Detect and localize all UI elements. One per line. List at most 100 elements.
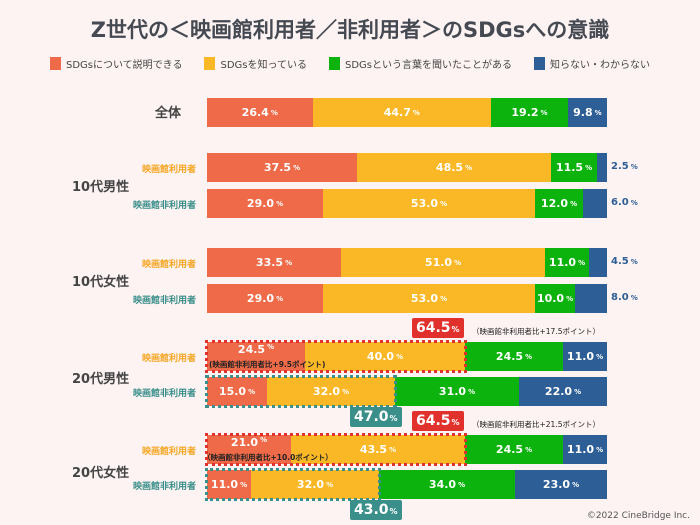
bar-segment: 24.5% <box>465 435 563 464</box>
row-label: 映画館非利用者 <box>132 482 196 492</box>
unit-label: % <box>578 258 586 267</box>
stacked-bar: 29.0% 53.0% 12.0% <box>207 189 607 218</box>
unit-label: % <box>440 294 448 303</box>
unit-label: % <box>389 507 398 516</box>
row-label: 映画館利用者 <box>141 165 196 175</box>
data-label: 34.0 <box>428 478 457 491</box>
row-label: 映画館利用者 <box>141 260 196 270</box>
group-label: 20代女性 <box>72 466 130 481</box>
bar-segment: 12.0% <box>535 189 583 218</box>
first-segment-note: (映画館非利用者比+9.5ポイント) <box>209 360 326 369</box>
unit-label: % <box>525 445 533 454</box>
row-label: 映画館非利用者 <box>132 296 196 306</box>
unit-label: % <box>454 258 462 267</box>
stacked-bar: 15.0% 32.0% 31.0% 22.0% <box>207 377 607 406</box>
legend-item: SDGsという言葉を聞いたことがある <box>329 56 512 71</box>
callout-value: 64.5 <box>416 413 451 429</box>
bar-segment: 23.0% <box>515 470 607 499</box>
data-label: 22.0 <box>544 385 573 398</box>
data-label: 8.0% <box>611 292 638 303</box>
highlight-user <box>205 340 467 373</box>
row-label: 映画館非利用者 <box>132 389 196 399</box>
bar-segment <box>597 153 607 182</box>
data-label: 48.5 <box>435 161 464 174</box>
data-label: 12.0 <box>540 197 569 210</box>
legend-item: 知らない・わからない <box>534 56 650 71</box>
unit-label: % <box>630 294 638 302</box>
bar-segment: 34.0% <box>379 470 515 499</box>
callout-value: 43.0 <box>354 502 389 518</box>
data-label: 23.0 <box>542 478 571 491</box>
bar-segment: 48.5% <box>357 153 551 182</box>
unit-label: % <box>468 387 476 396</box>
bar-segment <box>589 248 607 277</box>
data-label: 32.0 <box>296 478 325 491</box>
unit-label: % <box>276 294 284 303</box>
unit-label: % <box>342 387 350 396</box>
data-label: 15.0 <box>218 385 247 398</box>
bar-segment: 33.5% <box>207 248 341 277</box>
highlight-nonuser <box>205 375 397 408</box>
data-label: 2.5% <box>611 161 638 172</box>
callout-user-total: 64.5% <box>412 411 464 431</box>
first-segment-note: （映画館非利用者比+10.0ポイント） <box>203 453 333 462</box>
legend-label: 知らない・わからない <box>550 60 651 71</box>
legend-swatch <box>329 57 340 70</box>
legend-swatch <box>534 57 546 70</box>
bar-segment: 15.0% <box>207 377 267 406</box>
unit-label: % <box>525 352 533 361</box>
bar-segment: 37.5% <box>207 153 357 182</box>
unit-label: % <box>585 163 593 172</box>
callout-value: 47.0 <box>354 409 389 425</box>
data-label: 29.0 <box>246 292 275 305</box>
stacked-bar: 33.5% 51.0% 11.0% <box>207 248 607 277</box>
unit-label: % <box>389 414 398 423</box>
unit-label: % <box>458 480 466 489</box>
bar-segment: 29.0% <box>207 284 323 313</box>
unit-label: % <box>412 108 420 117</box>
bar-segment: 11.0% <box>563 342 607 371</box>
bar-segment: 24.5% <box>465 342 563 371</box>
data-label: 4.5% <box>611 256 638 267</box>
row-label: 映画館利用者 <box>141 447 196 457</box>
bar-segment: 11.5% <box>551 153 597 182</box>
data-label: 37.5 <box>263 161 292 174</box>
bar-segment: 32.0% <box>267 377 395 406</box>
unit-label: % <box>389 445 397 454</box>
bar-segment: 9.8% <box>567 98 607 127</box>
data-label: 11.5 <box>555 161 584 174</box>
data-label: 11.0 <box>566 443 595 456</box>
bar-segment: 11.0% <box>545 248 589 277</box>
legend: SDGsについて説明できる SDGsを知っている SDGsという言葉を聞いたことがあ… <box>0 56 700 71</box>
bar-segment: 22.0% <box>519 377 607 406</box>
stacked-bar: 37.5% 48.5% 11.5% <box>207 153 607 182</box>
unit-label: % <box>596 352 604 361</box>
data-label: 40.0 <box>366 350 395 363</box>
legend-label: SDGsを知っている <box>220 60 307 71</box>
unit-label: % <box>270 108 278 117</box>
unit-label: % <box>465 163 473 172</box>
data-label: 24.5 <box>495 443 524 456</box>
group-label: 全体 <box>155 106 182 121</box>
bar-segment: 51.0% <box>341 248 545 277</box>
bar-segment: 29.0% <box>207 189 323 218</box>
bar-segment: 24.5% <box>207 342 305 371</box>
data-label: 53.0 <box>410 292 439 305</box>
bar-segment: 21.0% <box>207 435 291 464</box>
stacked-bar: 21.0% 43.5% 24.5% 11.0% <box>207 435 607 464</box>
unit-label: % <box>594 108 602 117</box>
unit-label: % <box>451 325 460 334</box>
bar-segment <box>583 189 607 218</box>
bar-segment: 53.0% <box>323 189 535 218</box>
unit-label: % <box>267 343 275 351</box>
group-label: 20代男性 <box>72 372 130 387</box>
data-label: 11.0 <box>548 256 577 269</box>
highlight-nonuser <box>205 468 381 501</box>
unit-label: % <box>293 163 301 172</box>
bar-segment: 19.2% <box>491 98 568 127</box>
unit-label: % <box>630 163 638 171</box>
callout-value: 64.5 <box>416 320 451 336</box>
unit-label: % <box>285 258 293 267</box>
bar-segment: 11.0% <box>563 435 607 464</box>
